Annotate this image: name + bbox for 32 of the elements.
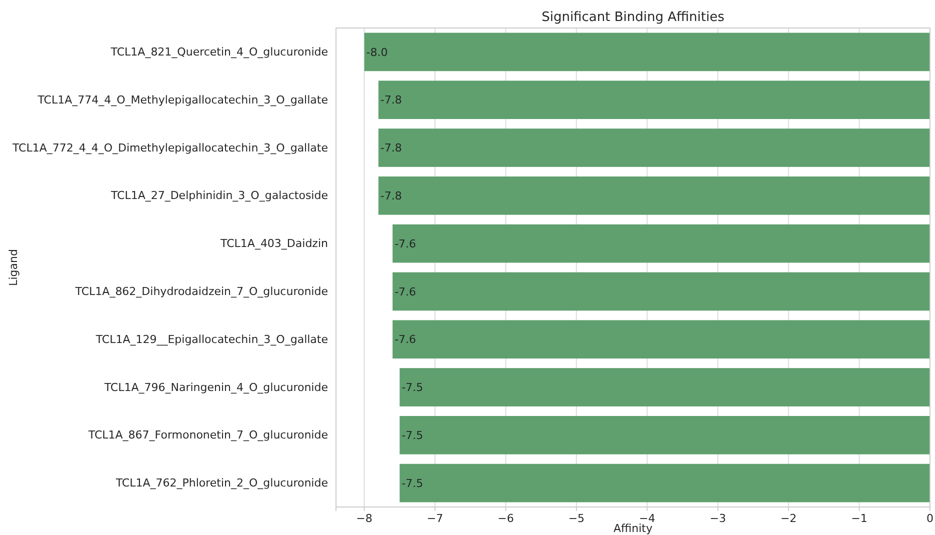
y-tick-label: TCL1A_129__Epigallocatechin_3_O_gallate <box>94 332 328 346</box>
x-tick-label: −8 <box>356 512 372 525</box>
x-tick-label: −5 <box>568 512 585 525</box>
data-label: -7.5 <box>402 381 424 394</box>
x-axis-title: Affinity <box>613 522 653 535</box>
x-tick-label: −3 <box>710 512 726 525</box>
chart-title: Significant Binding Affinities <box>542 10 725 25</box>
data-label: -7.6 <box>394 285 416 298</box>
data-label: -7.8 <box>380 94 402 107</box>
x-tick-label: −6 <box>498 512 514 525</box>
x-tick-label: −2 <box>780 512 797 525</box>
y-tick-label: TCL1A_403_Daidzin <box>220 237 328 250</box>
y-tick-label: TCL1A_772_4_4_O_Dimethylepigallocatechin_3_O_gallate <box>11 141 328 154</box>
y-tick-label: TCL1A_867_Formononetin_7_O_glucuronide <box>87 428 328 442</box>
data-label: -7.5 <box>402 476 424 490</box>
y-tick-label: TCL1A_762_Phloretin_2_O_glucuronide <box>114 476 328 490</box>
data-label: -7.8 <box>380 142 402 155</box>
x-tick-label: −4 <box>639 512 656 525</box>
y-tick-label: TCL1A_774_4_O_Methylepigallocatechin_3_O_gallate <box>36 93 328 106</box>
y-tick-label: TCL1A_796_Naringenin_4_O_glucuronide <box>103 380 328 394</box>
data-label: -7.6 <box>394 237 416 250</box>
y-tick-label: TCL1A_821_Quercetin_4_O_glucuronide <box>110 45 328 58</box>
x-tick-label: −7 <box>426 512 444 525</box>
data-label: -7.8 <box>380 190 402 202</box>
data-label: -7.5 <box>402 429 424 442</box>
data-label: -8.0 <box>366 46 388 59</box>
y-tick-label: TCL1A_862_Dihydrodaidzein_7_O_glucuronide <box>74 284 328 298</box>
x-tick-label: −1 <box>851 512 868 525</box>
data-label: -7.6 <box>394 333 416 346</box>
y-tick-label: TCL1A_27_Delphinidin_3_O_galactoside <box>110 189 328 202</box>
y-axis-title: Ligand <box>7 249 20 286</box>
x-tick-label: 0 <box>926 512 934 525</box>
